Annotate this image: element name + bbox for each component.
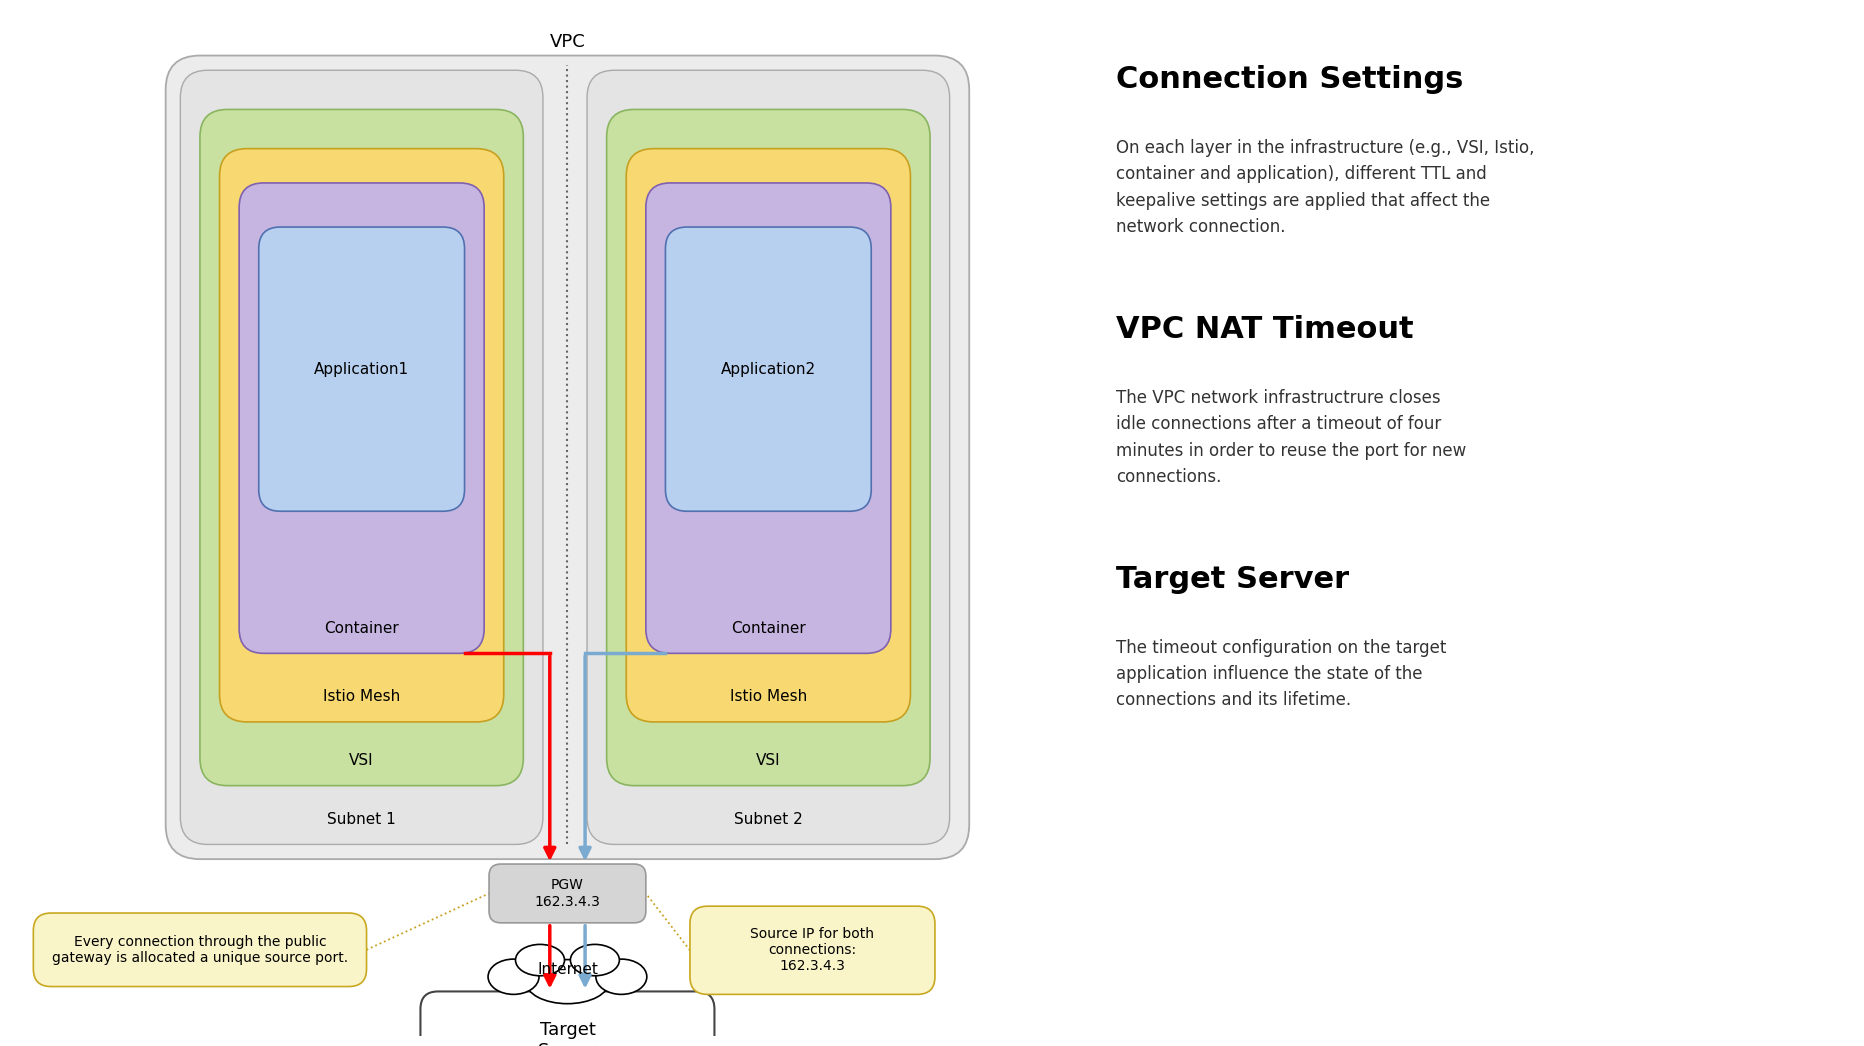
Ellipse shape (516, 945, 565, 976)
FancyBboxPatch shape (626, 149, 910, 722)
Text: VSI: VSI (349, 753, 375, 768)
Text: Application2: Application2 (721, 362, 816, 377)
FancyBboxPatch shape (34, 913, 367, 986)
Text: On each layer in the infrastructure (e.g., VSI, Istio,
container and application: On each layer in the infrastructure (e.g… (1117, 139, 1534, 236)
Text: VSI: VSI (757, 753, 781, 768)
FancyBboxPatch shape (488, 864, 645, 923)
FancyBboxPatch shape (606, 110, 930, 786)
Text: VPC: VPC (550, 32, 585, 50)
FancyBboxPatch shape (259, 227, 464, 511)
FancyBboxPatch shape (665, 227, 870, 511)
FancyBboxPatch shape (181, 70, 542, 844)
Text: Application1: Application1 (313, 362, 410, 377)
Text: Container: Container (731, 620, 805, 636)
Text: Istio Mesh: Istio Mesh (729, 689, 807, 704)
FancyBboxPatch shape (220, 149, 503, 722)
Text: Every connection through the public
gateway is allocated a unique source port.: Every connection through the public gate… (52, 935, 349, 964)
Ellipse shape (596, 959, 647, 995)
Ellipse shape (488, 959, 539, 995)
Text: Container: Container (324, 620, 399, 636)
FancyBboxPatch shape (690, 906, 936, 995)
FancyBboxPatch shape (239, 183, 485, 654)
Text: Target
Server: Target Server (539, 1021, 596, 1046)
Text: Target Server: Target Server (1117, 565, 1350, 594)
Text: The timeout configuration on the target
application influence the state of the
c: The timeout configuration on the target … (1117, 639, 1446, 709)
Text: Connection Settings: Connection Settings (1117, 65, 1463, 94)
Ellipse shape (570, 945, 619, 976)
Text: Subnet 1: Subnet 1 (328, 812, 395, 826)
FancyBboxPatch shape (199, 110, 524, 786)
Ellipse shape (526, 959, 610, 1004)
Text: PGW
162.3.4.3: PGW 162.3.4.3 (535, 879, 600, 909)
FancyBboxPatch shape (587, 70, 949, 844)
Text: Source IP for both
connections:
162.3.4.3: Source IP for both connections: 162.3.4.… (751, 927, 874, 974)
Text: The VPC network infrastructrure closes
idle connections after a timeout of four
: The VPC network infrastructrure closes i… (1117, 389, 1467, 486)
Text: Subnet 2: Subnet 2 (734, 812, 803, 826)
FancyBboxPatch shape (166, 55, 969, 859)
FancyBboxPatch shape (421, 992, 714, 1046)
Text: Istio Mesh: Istio Mesh (322, 689, 401, 704)
Text: Internet: Internet (537, 962, 598, 977)
Text: VPC NAT Timeout: VPC NAT Timeout (1117, 315, 1415, 344)
FancyBboxPatch shape (645, 183, 891, 654)
